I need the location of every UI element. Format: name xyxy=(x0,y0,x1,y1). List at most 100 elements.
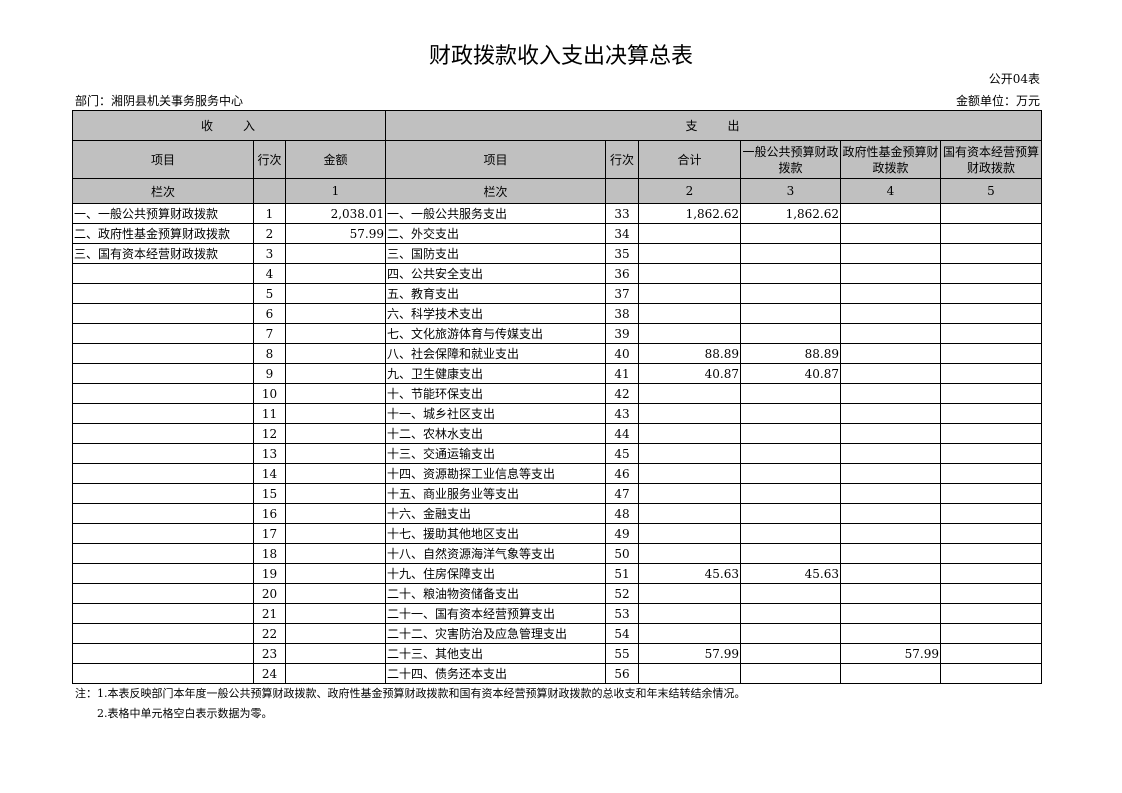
table-row: 一、一般公共预算财政拨款 1 2,038.01 一、一般公共服务支出 33 1,862.6… xyxy=(72,203,1042,224)
cell-ex-no: 49 xyxy=(605,523,639,544)
table-row: 二、政府性基金预算财政拨款 2 57.99 二、外交支出 34 xyxy=(72,223,1042,244)
table-row: 10 十、节能环保支出 42 xyxy=(72,383,1042,404)
cell-total xyxy=(638,303,741,324)
cell-in-no: 12 xyxy=(253,423,286,444)
cell-total xyxy=(638,663,741,684)
state-header: 国有资本经营预算财政拨款 xyxy=(940,140,1042,179)
cell-ex-item: 三、国防支出 xyxy=(385,243,606,264)
cell-state xyxy=(940,443,1042,464)
cell-ex-item: 二、外交支出 xyxy=(385,223,606,244)
cell-total xyxy=(638,543,741,564)
empty-cell xyxy=(253,178,286,204)
cell-in-item xyxy=(72,483,254,504)
cell-general xyxy=(740,503,841,524)
expense-rowno-header: 行次 xyxy=(605,140,639,179)
cell-in-item xyxy=(72,363,254,384)
cell-general xyxy=(740,223,841,244)
cell-fund xyxy=(840,503,941,524)
cell-general: 1,862.62 xyxy=(740,203,841,224)
cell-total xyxy=(638,523,741,544)
cell-ex-item: 二十、粮油物资储备支出 xyxy=(385,583,606,604)
col-2: 2 xyxy=(638,178,741,204)
cell-in-no: 2 xyxy=(253,223,286,244)
cell-state xyxy=(940,363,1042,384)
cell-ex-no: 38 xyxy=(605,303,639,324)
cell-total xyxy=(638,243,741,264)
notes: 注：1.本表反映部门本年度一般公共预算财政拨款、政府性基金预算财政拨款和国有资本… xyxy=(75,684,746,724)
cell-total xyxy=(638,423,741,444)
cell-in-item xyxy=(72,643,254,664)
cell-in-no: 7 xyxy=(253,323,286,344)
expense-header: 支 出 xyxy=(385,110,1042,141)
cell-general xyxy=(740,623,841,644)
cell-ex-no: 33 xyxy=(605,203,639,224)
cell-fund xyxy=(840,303,941,324)
cell-ex-item: 一、一般公共服务支出 xyxy=(385,203,606,224)
cell-ex-no: 41 xyxy=(605,363,639,384)
cell-in-no: 10 xyxy=(253,383,286,404)
cell-fund xyxy=(840,363,941,384)
cell-fund xyxy=(840,403,941,424)
cell-ex-item: 十一、城乡社区支出 xyxy=(385,403,606,424)
cell-in-no: 9 xyxy=(253,363,286,384)
cell-total: 40.87 xyxy=(638,363,741,384)
cell-general xyxy=(740,523,841,544)
table-row: 15 十五、商业服务业等支出 47 xyxy=(72,483,1042,504)
cell-fund xyxy=(840,243,941,264)
table-row: 23 二十三、其他支出 55 57.99 57.99 xyxy=(72,643,1042,664)
cell-ex-item: 十四、资源勘探工业信息等支出 xyxy=(385,463,606,484)
col-3: 3 xyxy=(740,178,841,204)
income-item-header: 项目 xyxy=(72,140,254,179)
cell-state xyxy=(940,543,1042,564)
cell-ex-no: 37 xyxy=(605,283,639,304)
cell-in-amt xyxy=(285,643,386,664)
cell-ex-item: 十九、住房保障支出 xyxy=(385,563,606,584)
cell-general: 45.63 xyxy=(740,563,841,584)
cell-state xyxy=(940,583,1042,604)
cell-state xyxy=(940,383,1042,404)
cell-ex-item: 十二、农林水支出 xyxy=(385,423,606,444)
cell-in-item xyxy=(72,583,254,604)
cell-fund xyxy=(840,383,941,404)
cell-total xyxy=(638,483,741,504)
cell-in-item xyxy=(72,603,254,624)
col-4: 4 xyxy=(840,178,941,204)
cell-in-no: 20 xyxy=(253,583,286,604)
cell-total xyxy=(638,383,741,404)
table-row: 12 十二、农林水支出 44 xyxy=(72,423,1042,444)
empty-cell xyxy=(605,178,639,204)
cell-general xyxy=(740,583,841,604)
cell-state xyxy=(940,623,1042,644)
cell-fund xyxy=(840,263,941,284)
income-header: 收 入 xyxy=(72,110,386,141)
general-header: 一般公共预算财政拨款 xyxy=(740,140,841,179)
cell-general xyxy=(740,383,841,404)
cell-general xyxy=(740,443,841,464)
cell-fund: 57.99 xyxy=(840,643,941,664)
table-row: 20 二十、粮油物资储备支出 52 xyxy=(72,583,1042,604)
cell-in-item xyxy=(72,503,254,524)
cell-in-no: 18 xyxy=(253,543,286,564)
table-row: 21 二十一、国有资本经营预算支出 53 xyxy=(72,603,1042,624)
cell-fund xyxy=(840,443,941,464)
cell-state xyxy=(940,503,1042,524)
cell-state xyxy=(940,483,1042,504)
cell-in-amt xyxy=(285,423,386,444)
cell-general xyxy=(740,403,841,424)
cell-in-amt: 57.99 xyxy=(285,223,386,244)
cell-ex-no: 40 xyxy=(605,343,639,364)
cell-fund xyxy=(840,223,941,244)
cell-general xyxy=(740,483,841,504)
cell-ex-item: 二十三、其他支出 xyxy=(385,643,606,664)
page-title: 财政拨款收入支出决算总表 xyxy=(428,44,693,69)
table-row: 14 十四、资源勘探工业信息等支出 46 xyxy=(72,463,1042,484)
fund-header: 政府性基金预算财政拨款 xyxy=(840,140,941,179)
cell-state xyxy=(940,643,1042,664)
cell-in-no: 11 xyxy=(253,403,286,424)
table-row: 7 七、文化旅游体育与传媒支出 39 xyxy=(72,323,1042,344)
col-label: 栏次 xyxy=(385,178,606,204)
cell-in-item xyxy=(72,383,254,404)
table-row: 17 十七、援助其他地区支出 49 xyxy=(72,523,1042,544)
cell-ex-item: 四、公共安全支出 xyxy=(385,263,606,284)
cell-in-amt xyxy=(285,403,386,424)
